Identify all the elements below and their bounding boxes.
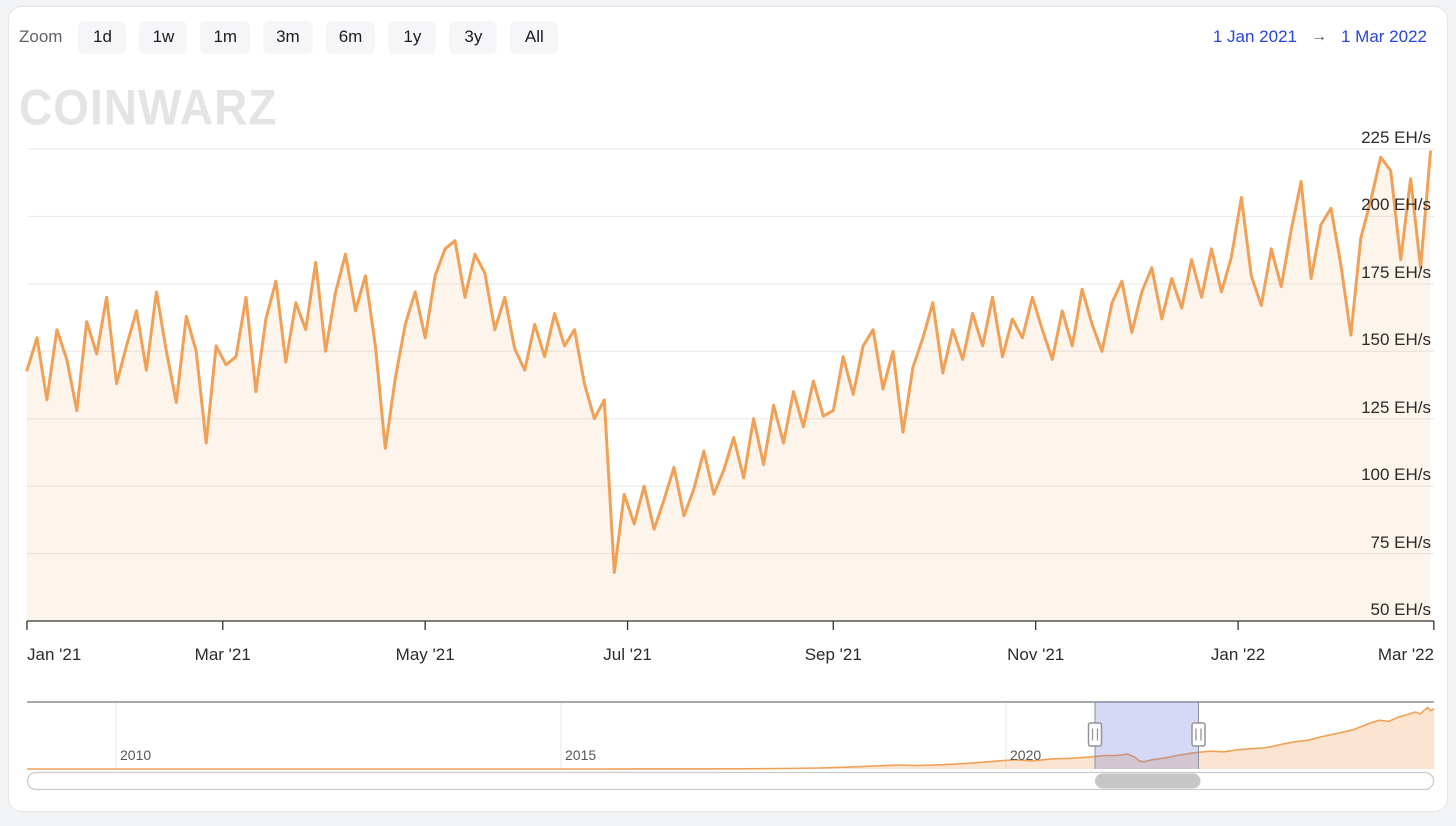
y-axis-label-175: 175 EH/s <box>1361 262 1431 282</box>
zoom-button-1y[interactable]: 1y <box>388 20 437 54</box>
date-range-selector: 1 Jan 2021 → 1 Mar 2022 <box>1213 27 1427 47</box>
zoom-button-1d[interactable]: 1d <box>78 20 127 54</box>
zoom-button-1m[interactable]: 1m <box>200 20 251 54</box>
zoom-button-1w[interactable]: 1w <box>139 20 188 54</box>
x-axis-label: Mar '22 <box>1377 645 1434 664</box>
coinwarz-logo: COINWARZ <box>19 79 278 136</box>
hashrate-area <box>27 151 1431 621</box>
navigator-year-label: 2020 <box>1010 747 1042 763</box>
range-arrow-icon: → <box>1311 28 1327 45</box>
scrollbar-thumb[interactable] <box>1095 773 1201 789</box>
range-start-input[interactable]: 1 Jan 2021 <box>1212 27 1297 46</box>
x-axis-label: Jan '21 <box>27 645 82 664</box>
navigator-area <box>27 707 1435 769</box>
zoom-buttons-group: 1d 1w 1m 3m 6m 1y 3y All <box>78 20 559 54</box>
x-axis-label: Jul '21 <box>603 645 652 664</box>
y-axis-label-225: 225 EH/s <box>1361 128 1431 147</box>
x-axis-label: Nov '21 <box>1007 645 1065 664</box>
navigator-selection-mask[interactable] <box>1095 702 1199 769</box>
zoom-button-6m[interactable]: 6m <box>325 20 376 54</box>
y-axis-label-100: 100 EH/s <box>1361 465 1431 485</box>
x-axis-label: Jan '22 <box>1210 645 1266 664</box>
navigator-year-label: 2015 <box>565 747 597 763</box>
zoom-button-3y[interactable]: 3y <box>449 20 498 54</box>
navigator-line <box>27 706 1435 770</box>
navigator-year-label: 2010 <box>120 747 152 763</box>
y-axis-label-125: 125 EH/s <box>1361 397 1431 417</box>
y-axis-label-200: 200 EH/s <box>1361 195 1431 215</box>
x-axis-label: May '21 <box>395 645 455 664</box>
zoom-button-all[interactable]: All <box>510 20 559 54</box>
range-end-input[interactable]: 1 Mar 2022 <box>1341 27 1427 46</box>
y-axis-label-75: 75 EH/s <box>1370 532 1431 552</box>
x-axis-label: Sep '21 <box>804 645 862 664</box>
scrollbar-track[interactable] <box>26 771 1435 791</box>
main-plot-area[interactable] <box>27 80 1434 621</box>
y-axis-label-50: 50 EH/s <box>1370 599 1431 619</box>
hashrate-line <box>25 150 1432 574</box>
zoom-button-3m[interactable]: 3m <box>263 20 313 54</box>
y-axis-label-150: 150 EH/s <box>1361 330 1431 350</box>
toolbar: Zoom 1d 1w 1m 3m 6m 1y 3y All 1 Jan 2021 → 1 Ma… <box>19 19 1427 55</box>
navigator-handle-left[interactable] <box>1087 722 1103 747</box>
zoom-label: Zoom <box>19 27 63 46</box>
navigator-handle-right[interactable] <box>1191 722 1206 747</box>
x-axis-label: Mar '21 <box>194 645 251 664</box>
chart-card <box>8 6 1448 812</box>
